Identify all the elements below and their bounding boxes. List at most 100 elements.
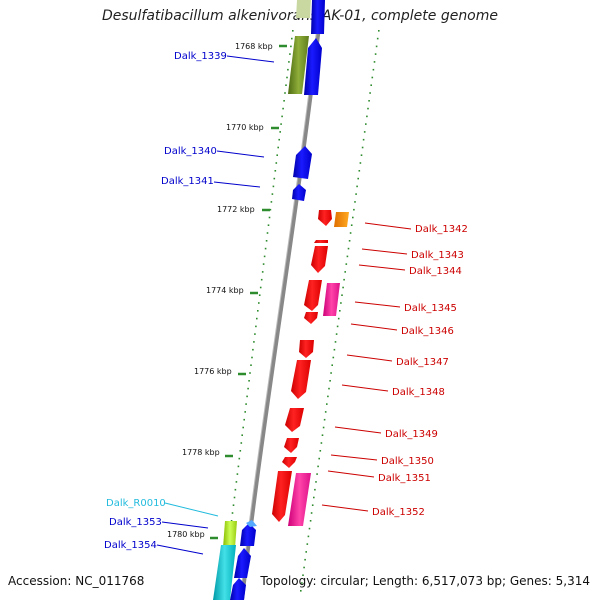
- guide-dot: [270, 201, 273, 203]
- gene-dalk-r0010[interactable]: [223, 521, 237, 548]
- label-dalk1352[interactable]: Dalk_1352: [372, 507, 425, 518]
- label-dalk1350[interactable]: Dalk_1350: [381, 456, 434, 467]
- guide-dot: [316, 473, 318, 475]
- label-dalk1353[interactable]: Dalk_1353: [109, 517, 162, 528]
- guide-dot: [307, 535, 310, 538]
- guide-dot: [247, 387, 249, 390]
- label-dalk1343[interactable]: Dalk_1343: [411, 250, 464, 261]
- gene-dalk1348[interactable]: [291, 360, 311, 399]
- ruler-dashes: [222, 30, 294, 592]
- guide-dot: [309, 520, 312, 522]
- gene-dalk1354[interactable]: [234, 548, 251, 578]
- gene-dalk1349[interactable]: [285, 408, 304, 432]
- guide-dot: [329, 380, 331, 382]
- guide-dot: [363, 131, 366, 133]
- gene-blue-bottom[interactable]: [230, 578, 246, 600]
- gene-dalk1352[interactable]: [272, 471, 292, 522]
- guide-dot: [314, 488, 316, 491]
- label-dalk1349[interactable]: Dalk_1349: [385, 429, 438, 440]
- connector-dalk1346: [350, 323, 398, 331]
- guide-dot: [372, 68, 375, 71]
- connector-dalk1339: [226, 55, 275, 63]
- guide-dot: [233, 496, 236, 499]
- gene-dalk1340[interactable]: [293, 146, 312, 179]
- guide-dot: [339, 310, 341, 312]
- connector-dalk1354: [156, 544, 204, 555]
- label-dalk1347[interactable]: Dalk_1347: [396, 357, 449, 368]
- guide-dot: [267, 224, 270, 226]
- label-dalk1339[interactable]: Dalk_1339: [174, 51, 227, 62]
- gene-blue-top[interactable]: [311, 0, 325, 34]
- guide-dot: [251, 356, 253, 359]
- gene-dalk1345-pink[interactable]: [323, 283, 340, 316]
- guide-dot: [276, 154, 278, 156]
- guide-dot: [301, 582, 303, 584]
- guide-dot: [315, 481, 317, 483]
- guide-dot: [283, 100, 285, 102]
- guide-dot: [378, 30, 380, 32]
- plus-strand-genes: [272, 210, 349, 526]
- guide-dot: [237, 465, 240, 468]
- guide-dot: [275, 162, 278, 164]
- label-dalk1344[interactable]: Dalk_1344: [409, 266, 462, 277]
- guide-dot: [311, 504, 314, 506]
- label-dalk1345[interactable]: Dalk_1345: [404, 303, 457, 314]
- gene-dalk1345[interactable]: [304, 280, 322, 311]
- label-dalk-r0010[interactable]: Dalk_R0010: [106, 498, 166, 509]
- guide-dot: [373, 61, 376, 63]
- connector-dalk1350: [330, 454, 378, 461]
- guide-dot: [264, 247, 267, 250]
- guide-dot: [317, 465, 319, 468]
- guide-dot: [271, 193, 274, 195]
- guide-dot: [254, 333, 256, 335]
- label-dalk1342[interactable]: Dalk_1342: [415, 224, 468, 235]
- accession-text: Accession: NC_011768: [8, 574, 145, 588]
- gene-dalk1339[interactable]: [304, 38, 322, 95]
- guide-dot: [287, 68, 289, 71]
- guide-dot: [280, 123, 282, 125]
- gene-olive-top[interactable]: [296, 0, 311, 18]
- connector-dalk1349: [334, 426, 382, 434]
- gene-cyan[interactable]: [213, 545, 236, 600]
- gene-dalk1347[interactable]: [299, 340, 314, 358]
- label-dalk1340[interactable]: Dalk_1340: [164, 146, 217, 157]
- guide-dot: [376, 37, 379, 40]
- guide-dot: [375, 45, 378, 48]
- guide-dot: [232, 504, 235, 506]
- label-dalk1346[interactable]: Dalk_1346: [401, 326, 454, 337]
- gene-dalk1350[interactable]: [284, 438, 299, 453]
- guide-dot: [239, 450, 242, 452]
- gene-olive-dalk1339[interactable]: [288, 36, 309, 94]
- gene-dalk1353[interactable]: [240, 523, 256, 546]
- guide-dot: [231, 512, 234, 514]
- connector-dalk1342: [364, 222, 412, 230]
- guide-dot: [370, 84, 372, 86]
- guide-dot: [335, 333, 338, 335]
- guide-dot: [323, 418, 326, 421]
- guide-dot: [289, 53, 291, 55]
- guide-dot: [246, 395, 248, 398]
- gene-dalk1346[interactable]: [304, 312, 318, 324]
- label-dalk1351[interactable]: Dalk_1351: [378, 473, 431, 484]
- label-dalk1341[interactable]: Dalk_1341: [161, 176, 214, 187]
- gene-dalk1342[interactable]: [318, 210, 332, 226]
- guide-dot: [255, 325, 257, 328]
- gene-dalk1343[interactable]: [314, 240, 328, 243]
- guide-dot: [274, 170, 277, 172]
- outer-dashes: [300, 30, 380, 592]
- gene-dalk1351[interactable]: [282, 457, 297, 468]
- gene-dalk1344[interactable]: [311, 246, 328, 273]
- guide-dot: [260, 278, 263, 281]
- gene-dalk1352-pink[interactable]: [288, 473, 311, 526]
- label-dalk1354[interactable]: Dalk_1354: [104, 540, 157, 551]
- guide-dot: [257, 310, 259, 312]
- connector-dalk1343: [361, 248, 408, 255]
- guide-dot: [369, 92, 371, 94]
- gene-dalk1341[interactable]: [292, 184, 306, 201]
- guide-dot: [273, 177, 276, 180]
- guide-dot: [241, 434, 243, 436]
- connector-dalk1340: [216, 150, 265, 158]
- gene-lightblue-tip[interactable]: [246, 520, 257, 527]
- gene-dalk1342-orange[interactable]: [334, 212, 349, 227]
- label-dalk1348[interactable]: Dalk_1348: [392, 387, 445, 398]
